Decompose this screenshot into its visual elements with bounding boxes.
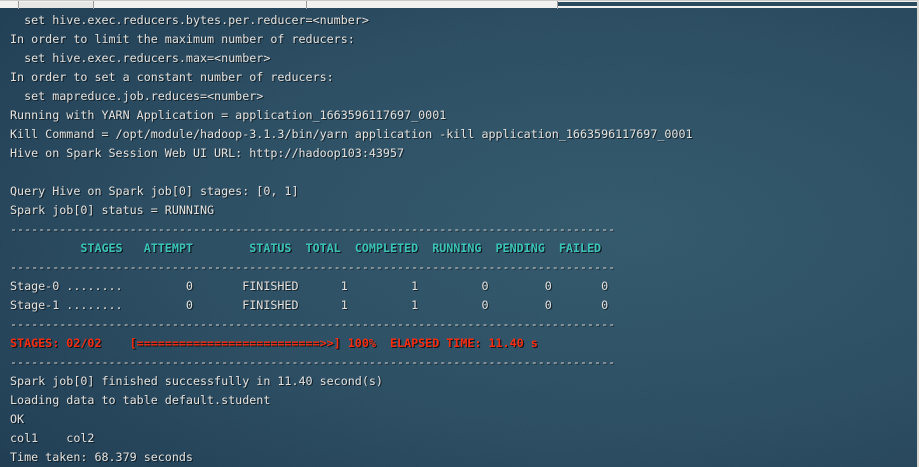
separator-line: ----------------------------------------… xyxy=(10,355,616,369)
terminal-line-result-columns: col1 col2 xyxy=(10,431,95,445)
separator-line: ----------------------------------------… xyxy=(10,317,616,331)
top-strip-divider xyxy=(93,1,94,9)
terminal-line-ok: OK xyxy=(10,412,25,426)
top-strip-segment xyxy=(19,2,93,8)
terminal-output: set hive.exec.reducers.bytes.per.reducer… xyxy=(10,11,919,467)
terminal-line-reducer-hint: In order to set a constant number of red… xyxy=(10,70,334,84)
top-strip-divider xyxy=(306,1,307,9)
terminal-line-query-stages: Query Hive on Spark job[0] stages: [0, 1… xyxy=(10,184,299,198)
terminal-line-kill-command: Kill Command = /opt/module/hadoop-3.1.3/… xyxy=(10,127,693,141)
terminal-screen[interactable]: set hive.exec.reducers.bytes.per.reducer… xyxy=(0,8,919,467)
stage-table-header: STAGES ATTEMPT STATUS TOTAL COMPLETED RU… xyxy=(10,241,602,255)
terminal-line-reducer-hint: set mapreduce.job.reduces=<number> xyxy=(10,89,264,103)
stage-row-0: Stage-0 ........ 0 FINISHED 1 1 0 0 0 xyxy=(10,279,609,293)
top-strip-divider xyxy=(557,1,558,9)
terminal-line-yarn-application: Running with YARN Application = applicat… xyxy=(10,108,447,122)
terminal-line-loading-data: Loading data to table default.student xyxy=(10,393,271,407)
terminal-line-time-taken: Time taken: 68.379 seconds xyxy=(10,450,193,464)
terminal-line-reducer-hint: In order to limit the maximum number of … xyxy=(10,32,355,46)
separator-line: ----------------------------------------… xyxy=(10,222,616,236)
top-strip-dark-band xyxy=(558,2,917,6)
terminal-line-job-status: Spark job[0] status = RUNNING xyxy=(10,203,215,217)
terminal-line-reducer-hint: set hive.exec.reducers.max=<number> xyxy=(10,51,271,65)
separator-line: ----------------------------------------… xyxy=(10,260,616,274)
terminal-line-web-ui-url: Hive on Spark Session Web UI URL: http:/… xyxy=(10,146,405,160)
top-strip-divider xyxy=(18,1,19,9)
terminal-line-job-finished: Spark job[0] finished successfully in 11… xyxy=(10,374,383,388)
progress-line: STAGES: 02/02 [=========================… xyxy=(10,336,538,350)
terminal-line-reducer-hint: set hive.exec.reducers.bytes.per.reducer… xyxy=(10,13,369,27)
window-top-strip xyxy=(0,0,919,9)
terminal-line-blank xyxy=(10,163,919,182)
stage-row-1: Stage-1 ........ 0 FINISHED 1 1 0 0 0 xyxy=(10,298,609,312)
